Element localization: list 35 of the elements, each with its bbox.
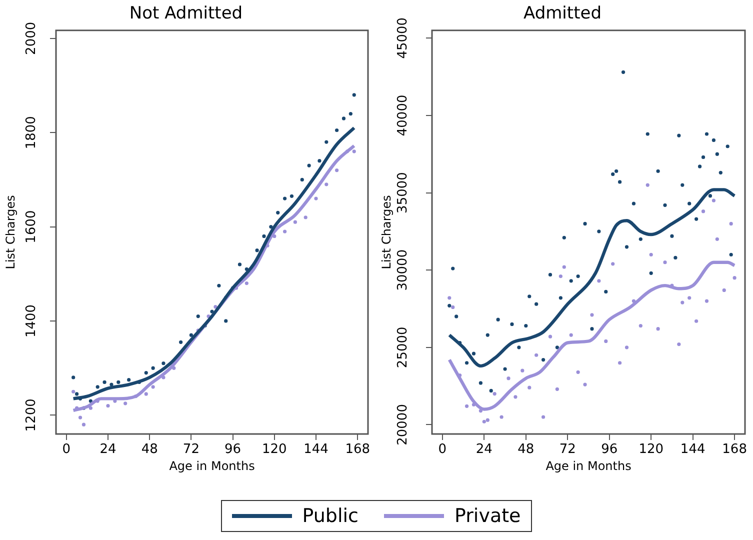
chart-title: Not Admitted <box>129 4 243 24</box>
chart-title: Admitted <box>524 4 602 24</box>
y-tick-label: 40000 <box>396 94 411 136</box>
x-axis-title: Age in Months <box>546 458 632 473</box>
x-tick-label: 24 <box>100 442 116 458</box>
x-tick-label: 72 <box>182 442 200 458</box>
y-tick-label: 20000 <box>396 404 411 446</box>
x-tick-label: 48 <box>518 442 534 458</box>
y-tick-label: 35000 <box>396 172 411 214</box>
x-tick-label: 0 <box>62 442 71 458</box>
y-tick-label: 1200 <box>24 398 39 432</box>
x-tick-label: 96 <box>601 442 618 458</box>
x-tick-label: 24 <box>476 442 492 458</box>
x-tick-label: 168 <box>722 442 747 458</box>
x-tick-label: 72 <box>559 442 576 458</box>
x-tick-label: 96 <box>224 442 242 458</box>
y-axis-title: List Charges <box>3 195 18 270</box>
y-axis-title: List Charges <box>379 195 394 270</box>
legend-label: Public <box>302 505 358 527</box>
y-tick-label: 45000 <box>396 17 411 59</box>
x-tick-label: 120 <box>638 442 664 458</box>
x-tick-label: 144 <box>680 442 706 458</box>
x-tick-label: 168 <box>345 442 370 458</box>
y-tick-label: 25000 <box>396 326 411 368</box>
y-tick-label: 1600 <box>24 210 39 244</box>
y-tick-label: 2000 <box>24 22 39 55</box>
y-tick-label: 30000 <box>396 249 411 291</box>
legend-label: Private <box>454 505 521 527</box>
x-tick-label: 48 <box>141 442 158 458</box>
x-tick-label: 120 <box>262 442 287 458</box>
y-tick-label: 1400 <box>24 304 39 338</box>
x-axis-title: Age in Months <box>169 458 255 473</box>
x-tick-label: 144 <box>304 442 328 458</box>
y-tick-label: 1800 <box>24 116 39 150</box>
x-tick-label: 0 <box>438 442 447 458</box>
